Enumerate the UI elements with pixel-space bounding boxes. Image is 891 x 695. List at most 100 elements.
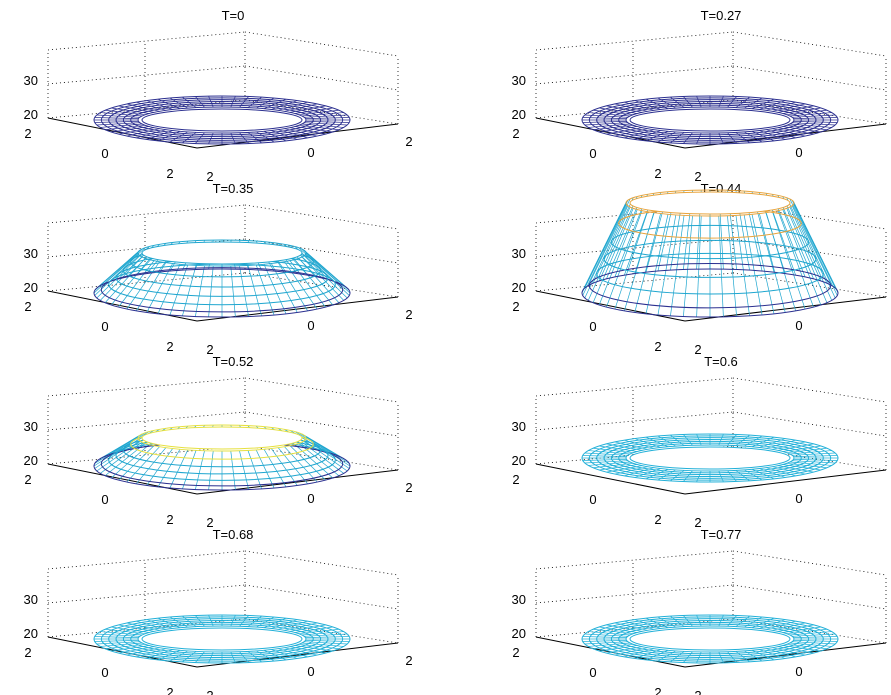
surface-ring [588, 435, 832, 481]
y-tick-label: 0 [795, 664, 802, 679]
surface-inner-edge [629, 108, 791, 132]
surface-radial [294, 259, 334, 306]
y-tick-label: 2 [694, 342, 701, 357]
surface-hole [630, 109, 790, 131]
x-tick-label: 2 [166, 685, 173, 695]
surface-inner-edge [629, 191, 791, 215]
surface-radial [118, 445, 155, 481]
grid-line [535, 584, 734, 604]
surface-radial [239, 450, 249, 490]
subplot-title: T=0.77 [701, 527, 742, 542]
surface-ring [122, 621, 322, 657]
y-tick-label: 2 [206, 342, 213, 357]
surface-ring [596, 252, 824, 295]
surface-ring [93, 614, 351, 664]
subplot-5: T=0.62030202202 [512, 354, 887, 530]
grid-line [244, 550, 399, 576]
z-tick-label: 30 [512, 419, 526, 434]
surface [93, 614, 351, 664]
surface-inner-edge [629, 446, 791, 470]
surface-radial [263, 449, 287, 487]
surface-ring [603, 239, 817, 278]
x-tick-label: 0 [101, 319, 108, 334]
grid-line [535, 272, 734, 292]
surface-ring [137, 239, 307, 267]
surface-radial [255, 449, 275, 489]
grid-line [535, 377, 734, 397]
surface-hole [630, 192, 790, 214]
surface-radial [146, 263, 173, 313]
surface-ring [100, 97, 344, 143]
surface-radial [696, 215, 702, 317]
surface-radial [271, 448, 298, 486]
grid-line [244, 584, 399, 610]
surface-radial [169, 449, 189, 489]
surface-radial [208, 265, 214, 317]
surface-radial [284, 446, 318, 483]
surface-radial [777, 210, 814, 308]
surface-radial [305, 436, 350, 464]
z-tick-label: 30 [512, 73, 526, 88]
surface-radial [208, 450, 214, 490]
subplot-3: T=0.442030202202 [512, 181, 887, 357]
surface-radial [255, 264, 275, 316]
x-axis [535, 290, 686, 322]
surface-ring [100, 616, 344, 662]
y-tick-label: 0 [307, 491, 314, 506]
surface-ring [603, 101, 817, 139]
z-tick-label: 20 [512, 453, 526, 468]
surface-radial [735, 215, 750, 316]
surface-radial [100, 433, 143, 459]
surface-ring [137, 106, 307, 134]
surface [581, 433, 839, 483]
y-tick-label: 2 [206, 515, 213, 530]
surface-radial [683, 215, 693, 317]
subplot-title: T=0.52 [213, 354, 254, 369]
surface-radial [104, 443, 146, 477]
surface-radial [100, 248, 143, 286]
surface-radial [110, 431, 150, 455]
surface-radial [727, 215, 737, 317]
surface-radial [598, 209, 638, 306]
grid-line [732, 377, 887, 403]
x-tick-label: 2 [654, 512, 661, 527]
surface-radial [582, 201, 627, 291]
surface-radial [277, 447, 308, 485]
z-tick-label: 30 [24, 73, 38, 88]
surface-radial [126, 446, 160, 483]
subplot-title: T=0.68 [213, 527, 254, 542]
surface-radial [118, 260, 155, 308]
surface-radial [751, 214, 775, 314]
grid-line [732, 584, 887, 610]
surface-radial [786, 208, 828, 303]
surface-radial [289, 260, 326, 308]
x-tick-label: 2 [654, 339, 661, 354]
x-axis [535, 463, 686, 495]
x-tick-label: 0 [589, 492, 596, 507]
surface-radial [110, 259, 150, 306]
x-tick-label: 0 [589, 146, 596, 161]
surface-radial [239, 265, 249, 317]
surface-ring [122, 102, 322, 138]
surface-radial [284, 261, 318, 310]
surface-ring [625, 189, 795, 217]
z-tick-label: 20 [24, 280, 38, 295]
grid-line [732, 550, 887, 576]
x-tick-label: 0 [101, 665, 108, 680]
grid-line [47, 31, 246, 51]
surface-radial [157, 264, 181, 314]
surface-radial [791, 205, 836, 299]
surface-radial [182, 265, 197, 316]
surface-radial [289, 445, 326, 481]
surface-inner-edge [629, 627, 791, 651]
x-tick-label: 2 [24, 126, 31, 141]
surface-ring [603, 620, 817, 658]
y-tick-label: 2 [206, 169, 213, 184]
z-tick-label: 30 [24, 246, 38, 261]
grid-line [47, 550, 246, 570]
grid-line [732, 411, 887, 437]
surface-ring [618, 623, 802, 655]
surface-radial [584, 205, 629, 299]
